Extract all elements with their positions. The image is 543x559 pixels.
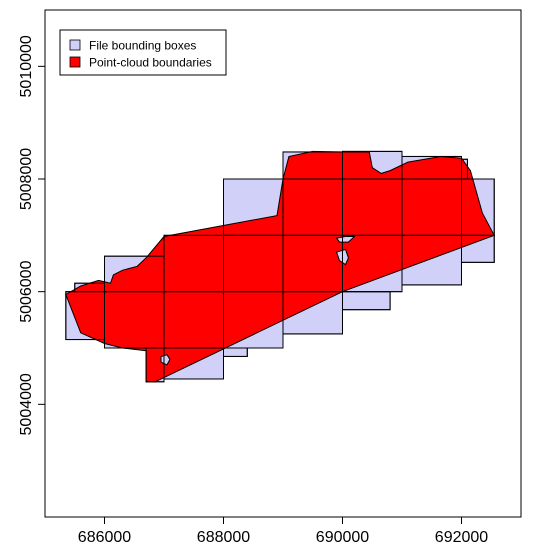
x-tick-label: 692000 (435, 529, 488, 546)
y-tick-label: 5004000 (18, 373, 35, 435)
legend-label-point-cloud-boundaries: Point-cloud boundaries (89, 56, 212, 70)
y-tick-label: 5006000 (18, 260, 35, 322)
file-bounding-box-outline (461, 158, 468, 180)
y-tick-label: 5010000 (18, 35, 35, 97)
point-cloud-boundary (65, 150, 495, 383)
legend-swatch-point-cloud-boundaries (69, 56, 81, 68)
point-cloud-boundary-layer (65, 150, 495, 383)
plot-frame (44, 9, 522, 518)
legend-swatch-file-bounding-boxes (69, 39, 81, 51)
file-bounding-box (342, 291, 391, 311)
x-tick-label: 686000 (78, 529, 131, 546)
legend-label-file-bounding-boxes: File bounding boxes (89, 39, 196, 53)
legend: File bounding boxes Point-cloud boundari… (59, 29, 227, 76)
y-tick-label: 5008000 (18, 148, 35, 210)
axes: 686000 688000 690000 692000 5004000 5006000 50… (18, 35, 488, 546)
x-tick-label: 690000 (316, 529, 369, 546)
x-tick-label: 688000 (197, 529, 250, 546)
file-bounding-box (223, 347, 248, 357)
file-bounding-box-outline (461, 178, 495, 236)
legend-box (59, 29, 227, 76)
